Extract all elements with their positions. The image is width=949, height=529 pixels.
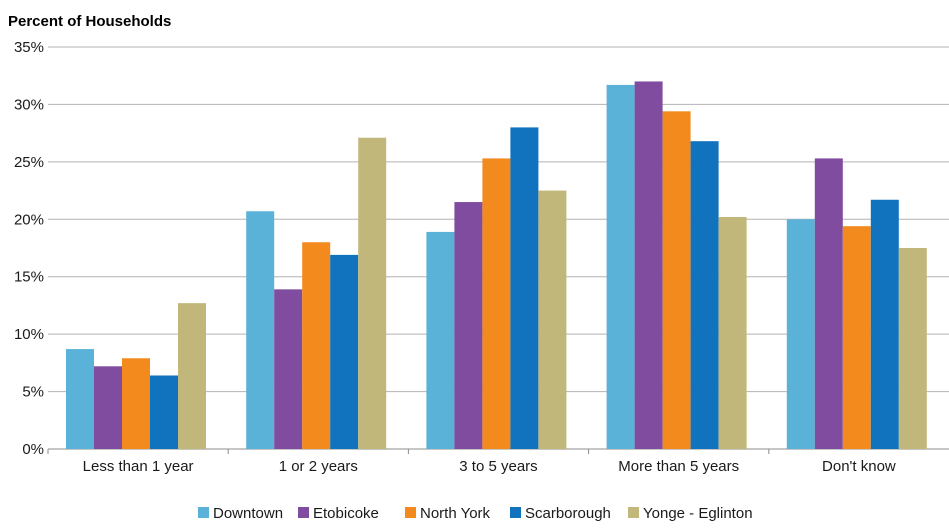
y-tick-label: 0%	[22, 441, 44, 458]
y-tick-label: 30%	[14, 96, 44, 113]
bar-north-york	[842, 226, 871, 449]
bars	[66, 81, 927, 450]
x-category-label: Don't know	[822, 458, 896, 475]
bar-yonge-eglinton	[898, 248, 927, 449]
y-tick-label: 20%	[14, 211, 44, 228]
bar-etobicoke	[634, 81, 663, 449]
x-category-label: 3 to 5 years	[459, 458, 537, 475]
bar-downtown	[606, 84, 635, 449]
bar-downtown	[426, 231, 455, 449]
y-tick-label: 15%	[14, 269, 44, 286]
y-axis-title: Percent of Households	[8, 13, 171, 30]
y-tick-label: 5%	[22, 384, 44, 401]
legend-swatch	[298, 507, 309, 518]
bar-north-york	[662, 111, 691, 449]
bar-downtown	[246, 211, 275, 449]
y-tick-label: 10%	[14, 326, 44, 343]
bar-etobicoke	[814, 158, 843, 449]
x-category-label: More than 5 years	[618, 458, 739, 475]
bar-downtown	[786, 219, 815, 449]
legend-swatch	[405, 507, 416, 518]
legend-label: Etobicoke	[313, 505, 379, 522]
y-tick-labels: 0% 5% 10% 15% 20% 25% 30% 35%	[14, 39, 44, 458]
legend-swatch	[628, 507, 639, 518]
legend-label: Scarborough	[525, 505, 611, 522]
legend-label: Yonge - Eglinton	[643, 505, 753, 522]
y-tick-label: 35%	[14, 39, 44, 56]
x-category-label: Less than 1 year	[83, 458, 194, 475]
bar-etobicoke	[454, 202, 483, 449]
x-category-label: 1 or 2 years	[279, 458, 358, 475]
bar-scarborough	[510, 127, 539, 450]
bar-downtown	[66, 349, 94, 449]
bar-scarborough	[150, 375, 178, 449]
bar-etobicoke	[94, 366, 122, 449]
legend-swatch	[198, 507, 209, 518]
bar-north-york	[122, 358, 150, 449]
bar-north-york	[482, 158, 511, 449]
bar-scarborough	[330, 254, 359, 449]
bar-yonge-eglinton	[718, 216, 747, 449]
bar-yonge-eglinton	[538, 190, 567, 450]
y-tick-label: 25%	[14, 154, 44, 171]
bar-scarborough	[870, 199, 899, 449]
bar-scarborough	[690, 141, 719, 449]
bar-north-york	[302, 242, 331, 449]
legend-swatch	[510, 507, 521, 518]
x-category-labels: Less than 1 year 1 or 2 years 3 to 5 years…	[47, 449, 896, 475]
bar-yonge-eglinton	[358, 137, 387, 450]
legend: Downtown Etobicoke North York Scarborough Yo…	[198, 505, 753, 522]
bar-yonge-eglinton	[178, 303, 206, 449]
bar-etobicoke	[274, 289, 303, 449]
legend-label: North York	[420, 505, 491, 522]
legend-label: Downtown	[213, 505, 283, 522]
